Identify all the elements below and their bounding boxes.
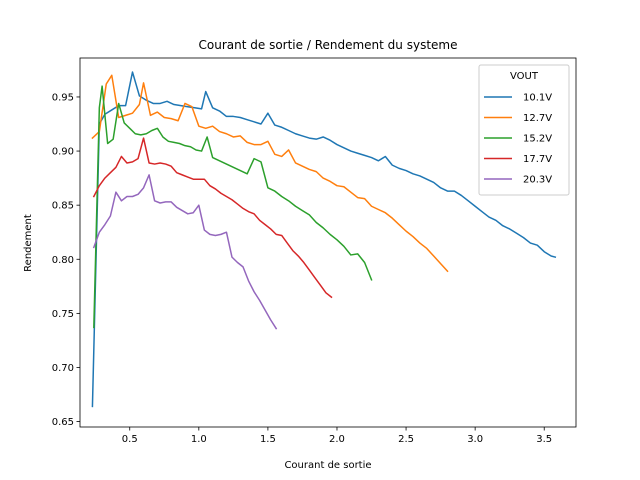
y-axis: 0.65 0.70 0.75 0.80 0.85 0.90 0.95 [52,92,80,428]
series-line-20.3V [92,174,278,330]
legend-label: 12.7V [523,113,552,124]
y-tick-label: 0.65 [52,417,74,428]
y-tick-label: 0.85 [52,201,74,212]
y-tick-label: 0.90 [52,147,74,158]
x-tick-label: 2.5 [398,434,414,445]
x-tick-label: 1.5 [260,434,276,445]
x-tick-label: 0.5 [122,434,138,445]
x-tick-label: 3.5 [536,434,552,445]
x-axis: 0.5 1.0 1.5 2.0 2.5 3.0 3.5 [122,427,552,445]
x-tick-label: 3.0 [467,434,483,445]
x-tick-label: 1.0 [191,434,207,445]
plot-area [91,71,557,408]
series-line-12.7V [91,74,449,273]
y-axis-label: Rendement [23,214,34,272]
legend-label: 20.3V [523,175,552,186]
legend: VOUT 10.1V 12.7V 15.2V 17.7V 20.3V [478,64,570,196]
y-tick-label: 0.70 [52,363,74,374]
y-tick-label: 0.80 [52,255,74,266]
x-tick-label: 2.0 [329,434,345,445]
legend-items: 10.1V 12.7V 15.2V 17.7V 20.3V [484,93,552,186]
plot-frame [79,57,577,428]
legend-title: VOUT [510,71,539,82]
series-line-10.1V [91,71,557,408]
series-line-15.2V [93,85,373,329]
legend-label: 10.1V [523,93,552,104]
legend-label: 17.7V [523,154,552,165]
legend-label: 15.2V [523,134,552,145]
series-layer [91,71,557,408]
series-line-17.7V [92,137,333,299]
chart-title: Courant de sortie / Rendement du systeme [199,38,458,52]
y-tick-label: 0.75 [52,309,74,320]
x-axis-label: Courant de sortie [284,460,371,471]
y-tick-label: 0.95 [52,92,74,103]
